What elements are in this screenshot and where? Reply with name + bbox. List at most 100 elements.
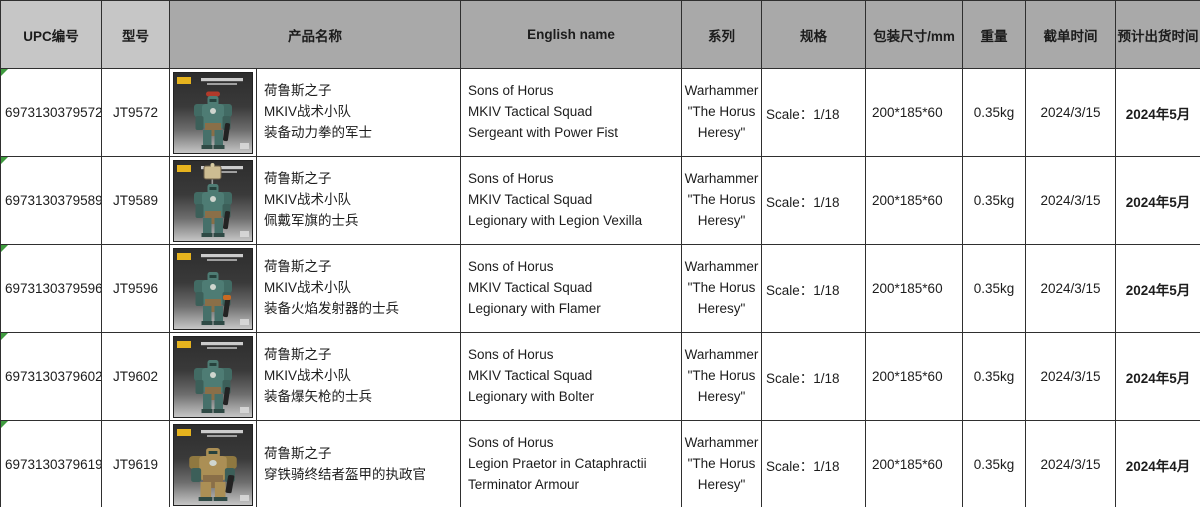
cell-product-name-cn[interactable]: 荷鲁斯之子 MKIV战术小队 装备动力拳的军士 <box>256 68 461 157</box>
est-shipping-value: 2024年5月 <box>1125 282 1191 298</box>
cell-order-cutoff[interactable]: 2024/3/15 <box>1025 244 1116 333</box>
cell-est-shipping[interactable]: 2024年5月 <box>1115 244 1200 333</box>
cell-spec[interactable]: Scale：1/18 <box>761 156 866 245</box>
text-format-warning-icon <box>1 69 8 76</box>
cell-order-cutoff[interactable]: 2024/3/15 <box>1025 332 1116 421</box>
header-upc[interactable]: UPC编号 <box>0 0 102 69</box>
cell-english-name[interactable]: Sons of Horus MKIV Tactical Squad Legion… <box>460 332 682 421</box>
cell-est-shipping[interactable]: 2024年5月 <box>1115 156 1200 245</box>
product-photo[interactable] <box>173 335 253 418</box>
warhammer-logo-icon <box>201 77 243 81</box>
flamer-icon <box>223 294 231 300</box>
cell-model[interactable]: JT9596 <box>101 244 170 333</box>
header-spec[interactable]: 规格 <box>761 0 866 69</box>
cell-package-size[interactable]: 200*185*60 <box>865 332 963 421</box>
figure-illustration <box>177 252 249 325</box>
header-product-name[interactable]: 产品名称 <box>169 0 461 69</box>
cell-weight[interactable]: 0.35kg <box>962 244 1026 333</box>
cell-upc[interactable]: 6973130379572 <box>0 68 102 157</box>
figure-body <box>194 271 232 325</box>
product-photo[interactable] <box>173 71 253 154</box>
cell-product-image[interactable] <box>169 156 257 245</box>
cell-order-cutoff[interactable]: 2024/3/15 <box>1025 68 1116 157</box>
cell-est-shipping[interactable]: 2024年5月 <box>1115 332 1200 421</box>
cell-order-cutoff[interactable]: 2024/3/15 <box>1025 420 1116 507</box>
cell-product-name-cn[interactable]: 荷鲁斯之子 MKIV战术小队 装备爆矢枪的士兵 <box>256 332 461 421</box>
cell-english-name[interactable]: Sons of Horus MKIV Tactical Squad Legion… <box>460 156 682 245</box>
product-name-en: Sons of Horus MKIV Tactical Squad Sergea… <box>468 83 619 140</box>
corner-logo-icon <box>240 230 249 237</box>
cell-upc[interactable]: 6973130379619 <box>0 420 102 507</box>
cell-spec[interactable]: Scale：1/18 <box>761 68 866 157</box>
header-est-shipping[interactable]: 预计出货时间 <box>1115 0 1200 69</box>
joytoy-badge-icon <box>177 340 191 348</box>
header-package-size[interactable]: 包装尺寸/mm <box>865 0 963 69</box>
est-shipping-value: 2024年5月 <box>1125 370 1191 386</box>
cell-spec[interactable]: Scale：1/18 <box>761 244 866 333</box>
figure-illustration <box>177 428 249 501</box>
upc-value: 6973130379589 <box>5 193 102 208</box>
product-photo[interactable] <box>173 247 253 330</box>
product-photo[interactable] <box>173 159 253 242</box>
cell-product-image[interactable] <box>169 420 257 507</box>
header-weight[interactable]: 重量 <box>962 0 1026 69</box>
cell-product-name-cn[interactable]: 荷鲁斯之子 MKIV战术小队 佩戴军旗的士兵 <box>256 156 461 245</box>
cell-package-size[interactable]: 200*185*60 <box>865 420 963 507</box>
cell-english-name[interactable]: Sons of Horus Legion Praetor in Cataphra… <box>460 420 682 507</box>
cell-series[interactable]: Warhammer "The Horus Heresy" <box>681 420 762 507</box>
cell-upc[interactable]: 6973130379596 <box>0 244 102 333</box>
cell-package-size[interactable]: 200*185*60 <box>865 68 963 157</box>
cell-english-name[interactable]: Sons of Horus MKIV Tactical Squad Sergea… <box>460 68 682 157</box>
cell-upc[interactable]: 6973130379602 <box>0 332 102 421</box>
cell-order-cutoff[interactable]: 2024/3/15 <box>1025 156 1116 245</box>
warhammer-logo-icon <box>201 429 243 433</box>
package-size-value: 200*185*60 <box>872 193 943 208</box>
cell-spec[interactable]: Scale：1/18 <box>761 332 866 421</box>
table-row: 6973130379589 JT9589 <box>0 156 1200 245</box>
cell-product-name-cn[interactable]: 荷鲁斯之子 穿铁骑终结者盔甲的执政官 <box>256 420 461 507</box>
header-model[interactable]: 型号 <box>101 0 170 69</box>
cell-weight[interactable]: 0.35kg <box>962 68 1026 157</box>
cell-weight[interactable]: 0.35kg <box>962 332 1026 421</box>
package-size-value: 200*185*60 <box>872 105 943 120</box>
product-photo[interactable] <box>173 423 253 506</box>
joytoy-badge-icon <box>177 252 191 260</box>
product-name-en: Sons of Horus MKIV Tactical Squad Legion… <box>468 171 643 228</box>
cell-model[interactable]: JT9602 <box>101 332 170 421</box>
cell-series[interactable]: Warhammer "The Horus Heresy" <box>681 68 762 157</box>
cell-series[interactable]: Warhammer "The Horus Heresy" <box>681 244 762 333</box>
cell-series[interactable]: Warhammer "The Horus Heresy" <box>681 156 762 245</box>
header-order-cutoff[interactable]: 截单时间 <box>1025 0 1116 69</box>
series-value: Warhammer "The Horus Heresy" <box>684 435 759 492</box>
cell-product-image[interactable] <box>169 68 257 157</box>
model-value: JT9572 <box>112 105 159 120</box>
cell-model[interactable]: JT9589 <box>101 156 170 245</box>
cell-product-image[interactable] <box>169 332 257 421</box>
product-name-en: Sons of Horus MKIV Tactical Squad Legion… <box>468 347 595 404</box>
header-english-name[interactable]: English name <box>460 0 682 69</box>
cell-est-shipping[interactable]: 2024年5月 <box>1115 68 1200 157</box>
cell-est-shipping[interactable]: 2024年4月 <box>1115 420 1200 507</box>
cell-english-name[interactable]: Sons of Horus MKIV Tactical Squad Legion… <box>460 244 682 333</box>
cell-weight[interactable]: 0.35kg <box>962 420 1026 507</box>
cell-package-size[interactable]: 200*185*60 <box>865 244 963 333</box>
cell-weight[interactable]: 0.35kg <box>962 156 1026 245</box>
order-cutoff-value: 2024/3/15 <box>1040 457 1101 472</box>
cell-model[interactable]: JT9572 <box>101 68 170 157</box>
upc-value: 6973130379602 <box>5 369 102 384</box>
cell-series[interactable]: Warhammer "The Horus Heresy" <box>681 332 762 421</box>
cell-spec[interactable]: Scale：1/18 <box>761 420 866 507</box>
product-name-cn: 荷鲁斯之子 MKIV战术小队 装备火焰发射器的士兵 <box>264 259 399 316</box>
cell-upc[interactable]: 6973130379589 <box>0 156 102 245</box>
spec-value: Scale：1/18 <box>766 194 840 210</box>
model-value: JT9619 <box>112 457 159 472</box>
header-series[interactable]: 系列 <box>681 0 762 69</box>
cell-package-size[interactable]: 200*185*60 <box>865 156 963 245</box>
product-name-cn: 荷鲁斯之子 穿铁骑终结者盔甲的执政官 <box>264 445 426 482</box>
cell-model[interactable]: JT9619 <box>101 420 170 507</box>
model-value: JT9596 <box>112 281 159 296</box>
weapon-icon <box>225 474 235 493</box>
cell-product-name-cn[interactable]: 荷鲁斯之子 MKIV战术小队 装备火焰发射器的士兵 <box>256 244 461 333</box>
cell-product-image[interactable] <box>169 244 257 333</box>
